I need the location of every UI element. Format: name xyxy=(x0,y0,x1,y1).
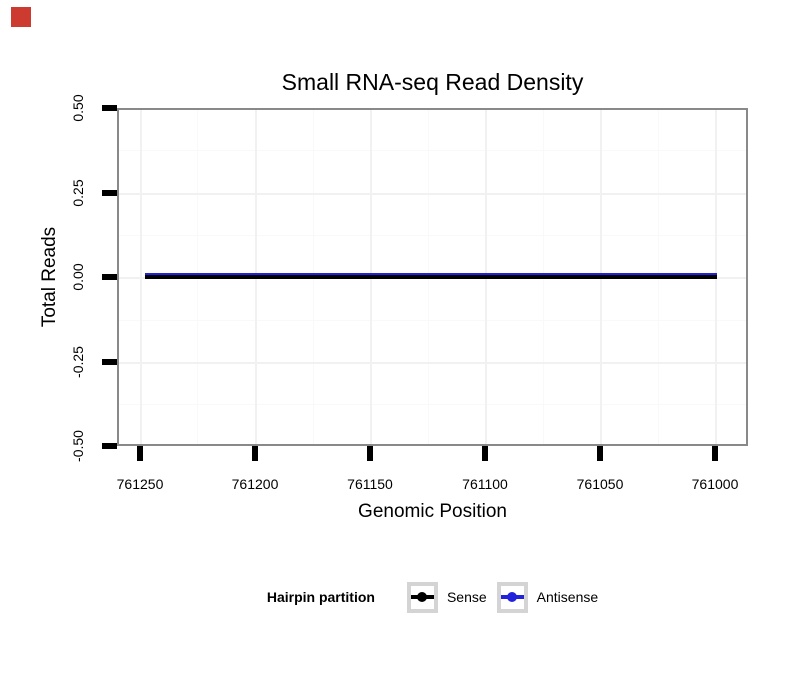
gridline-minor-horizontal xyxy=(119,150,746,151)
gridline-major-horizontal xyxy=(119,362,746,364)
legend-title: Hairpin partition xyxy=(266,589,375,605)
legend-key-antisense xyxy=(496,581,528,613)
legend-label: Antisense xyxy=(536,589,599,605)
chart-title: Small RNA-seq Read Density xyxy=(281,69,584,95)
x-axis-title: Genomic Position xyxy=(358,501,507,522)
series-line-sense xyxy=(145,275,717,279)
plot-panel xyxy=(117,108,748,446)
x-tick-mark xyxy=(367,446,373,461)
x-tick-label: 761150 xyxy=(347,476,393,492)
x-tick-label: 761050 xyxy=(576,476,624,492)
legend-key-dot-icon xyxy=(507,592,518,602)
x-tick-label: 761100 xyxy=(462,476,508,492)
y-tick-label: -0.25 xyxy=(70,346,86,378)
gridline-major-vertical xyxy=(140,110,142,444)
x-tick-mark xyxy=(482,446,488,461)
y-tick-mark xyxy=(102,274,117,280)
red-marker-square xyxy=(11,7,31,27)
legend-key-sense xyxy=(406,581,438,613)
y-tick-label: 0.00 xyxy=(70,263,86,291)
gridline-minor-horizontal xyxy=(119,235,746,236)
x-tick-mark xyxy=(137,446,143,461)
legend-entry-antisense: Antisense xyxy=(496,581,599,613)
y-tick-label: -0.50 xyxy=(70,430,86,462)
gridline-minor-horizontal xyxy=(119,404,746,405)
x-tick-mark xyxy=(597,446,603,461)
y-tick-mark xyxy=(102,359,117,365)
x-tick-mark xyxy=(252,446,258,461)
x-tick-label: 761200 xyxy=(231,476,279,492)
x-tick-label: 761000 xyxy=(691,476,739,492)
y-tick-mark xyxy=(102,190,117,196)
x-tick-label: 761250 xyxy=(116,476,164,492)
legend-entries: Sense Antisense xyxy=(406,581,599,613)
gridline-minor-horizontal xyxy=(119,320,746,321)
legend: Hairpin partition Sense Antisense xyxy=(117,581,748,613)
legend-label: Sense xyxy=(446,589,487,605)
x-tick-mark xyxy=(712,446,718,461)
y-tick-mark xyxy=(102,105,117,111)
y-tick-label: 0.50 xyxy=(70,94,86,122)
y-tick-label: 0.25 xyxy=(70,179,86,207)
y-tick-mark xyxy=(102,443,117,449)
y-axis-title: Total Reads xyxy=(39,226,60,328)
legend-key-dot-icon xyxy=(417,592,428,602)
gridline-major-horizontal xyxy=(119,193,746,195)
legend-entry-sense: Sense xyxy=(406,581,487,613)
